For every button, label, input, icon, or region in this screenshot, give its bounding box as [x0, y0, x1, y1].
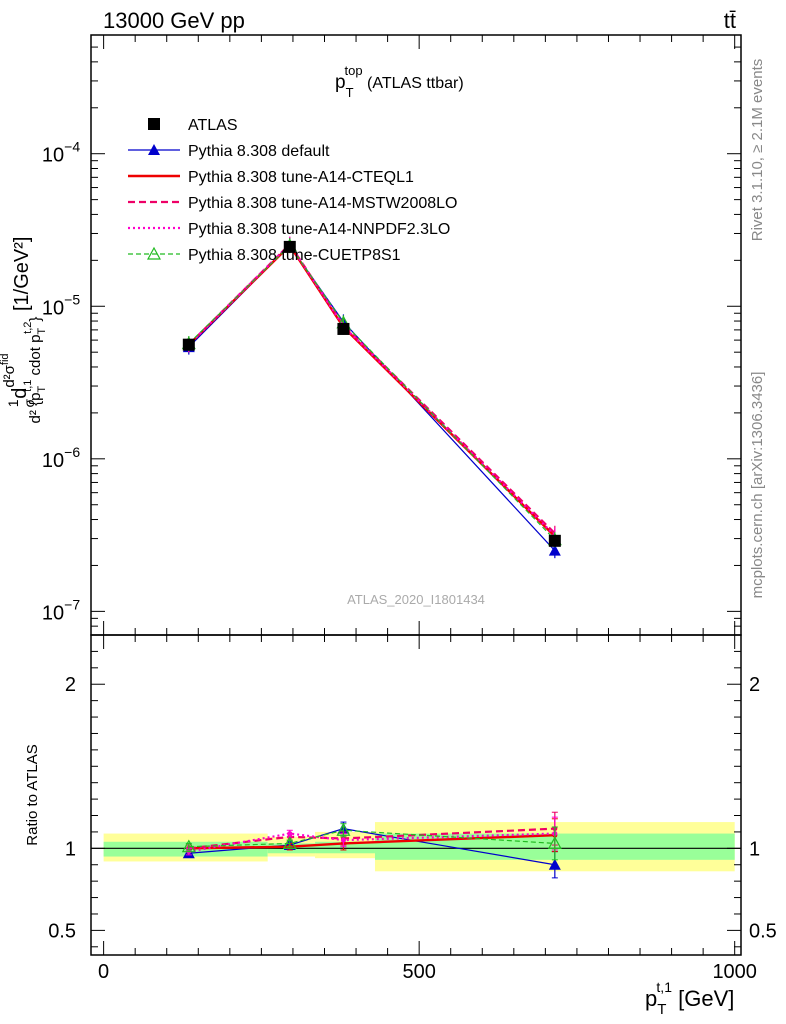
main-y-axis-title: 1σdd²σfidd² {pTt,1 cdot pTt,2} [1/GeV²] [0, 237, 48, 424]
main-y-tick-label: 10−7 [42, 596, 80, 624]
main-y-tick-label: 10−4 [42, 139, 80, 167]
ratio-band-inner-2 [315, 841, 375, 854]
legend-label: Pythia 8.308 default [188, 143, 330, 160]
ratio-series-point [282, 836, 297, 850]
legend-label: Pythia 8.308 tune-A14-CTEQL1 [188, 169, 414, 186]
header-energy-label: 13000 GeV pp [103, 8, 245, 33]
legend-label: ATLAS [188, 117, 238, 134]
rivet-version-label: Rivet 3.1.10, ≥ 2.1M events [749, 59, 766, 242]
legend-marker-5 [146, 246, 162, 260]
ratio-y-tick-label-right: 0.5 [749, 920, 777, 942]
header-process-label: tt̄ [724, 8, 736, 33]
main-y-tick-label: 10−6 [42, 444, 80, 472]
ratio-y-tick-label-left: 1 [65, 838, 76, 860]
legend-marker-1 [148, 144, 160, 155]
atlas-data-point [182, 338, 195, 351]
ratio-series-point [287, 831, 293, 837]
svg-text:1σdd²σfidd² {pTt,1 cdot pTt,2}: 1σdd²σfidd² {pTt,1 cdot pTt,2} [1/GeV²] [0, 237, 48, 424]
atlas-data-point [337, 322, 350, 335]
main-y-tick-label: 10−5 [42, 291, 80, 319]
x-axis-title: pTt,1 [GeV] [645, 979, 734, 1018]
ratio-series-point [336, 823, 351, 836]
analysis-watermark: ATLAS_2020_I1801434 [347, 592, 485, 607]
ratio-band-inner-0 [103, 841, 268, 857]
legend-marker-atlas [148, 118, 160, 130]
ratio-series-point [340, 837, 346, 843]
atlas-data-point [548, 534, 561, 547]
ratio-x-tick-label: 1000 [712, 961, 757, 983]
legend-label: Pythia 8.308 tune-CUETP8S1 [188, 247, 401, 264]
legend-label: Pythia 8.308 tune-A14-MSTW2008LO [188, 195, 457, 212]
legend-label: Pythia 8.308 tune-A14-NNPDF2.3LO [188, 221, 450, 238]
ratio-series-point [548, 858, 561, 870]
ratio-x-tick-label: 0 [98, 961, 109, 983]
mcplots-source-label: mcplots.cern.ch [arXiv:1306.3436] [749, 372, 766, 599]
main-series-line-3 [188, 242, 556, 535]
main-series-line-4 [188, 242, 556, 537]
main-series-point [548, 544, 561, 556]
ratio-series-line-4 [188, 829, 555, 848]
ratio-x-tick-label: 500 [402, 961, 435, 983]
atlas-data-point [283, 240, 296, 253]
ratio-y-axis-title: Ratio to ATLAS [24, 744, 41, 845]
ratio-series-line-3 [188, 832, 555, 853]
ratio-series-point [181, 839, 196, 853]
ratio-series-point [547, 836, 562, 850]
ratio-y-tick-label-left: 0.5 [48, 920, 76, 942]
ratio-series-line-1 [188, 834, 555, 850]
ratio-y-tick-label-left: 2 [65, 674, 76, 696]
plot-title: pTtop (ATLAS ttbar) [335, 63, 464, 100]
ratio-y-tick-label-right: 1 [749, 838, 760, 860]
main-series-line-5 [188, 244, 556, 541]
ratio-y-tick-label-right: 2 [749, 674, 760, 696]
ratio-plot-frame [90, 634, 742, 956]
